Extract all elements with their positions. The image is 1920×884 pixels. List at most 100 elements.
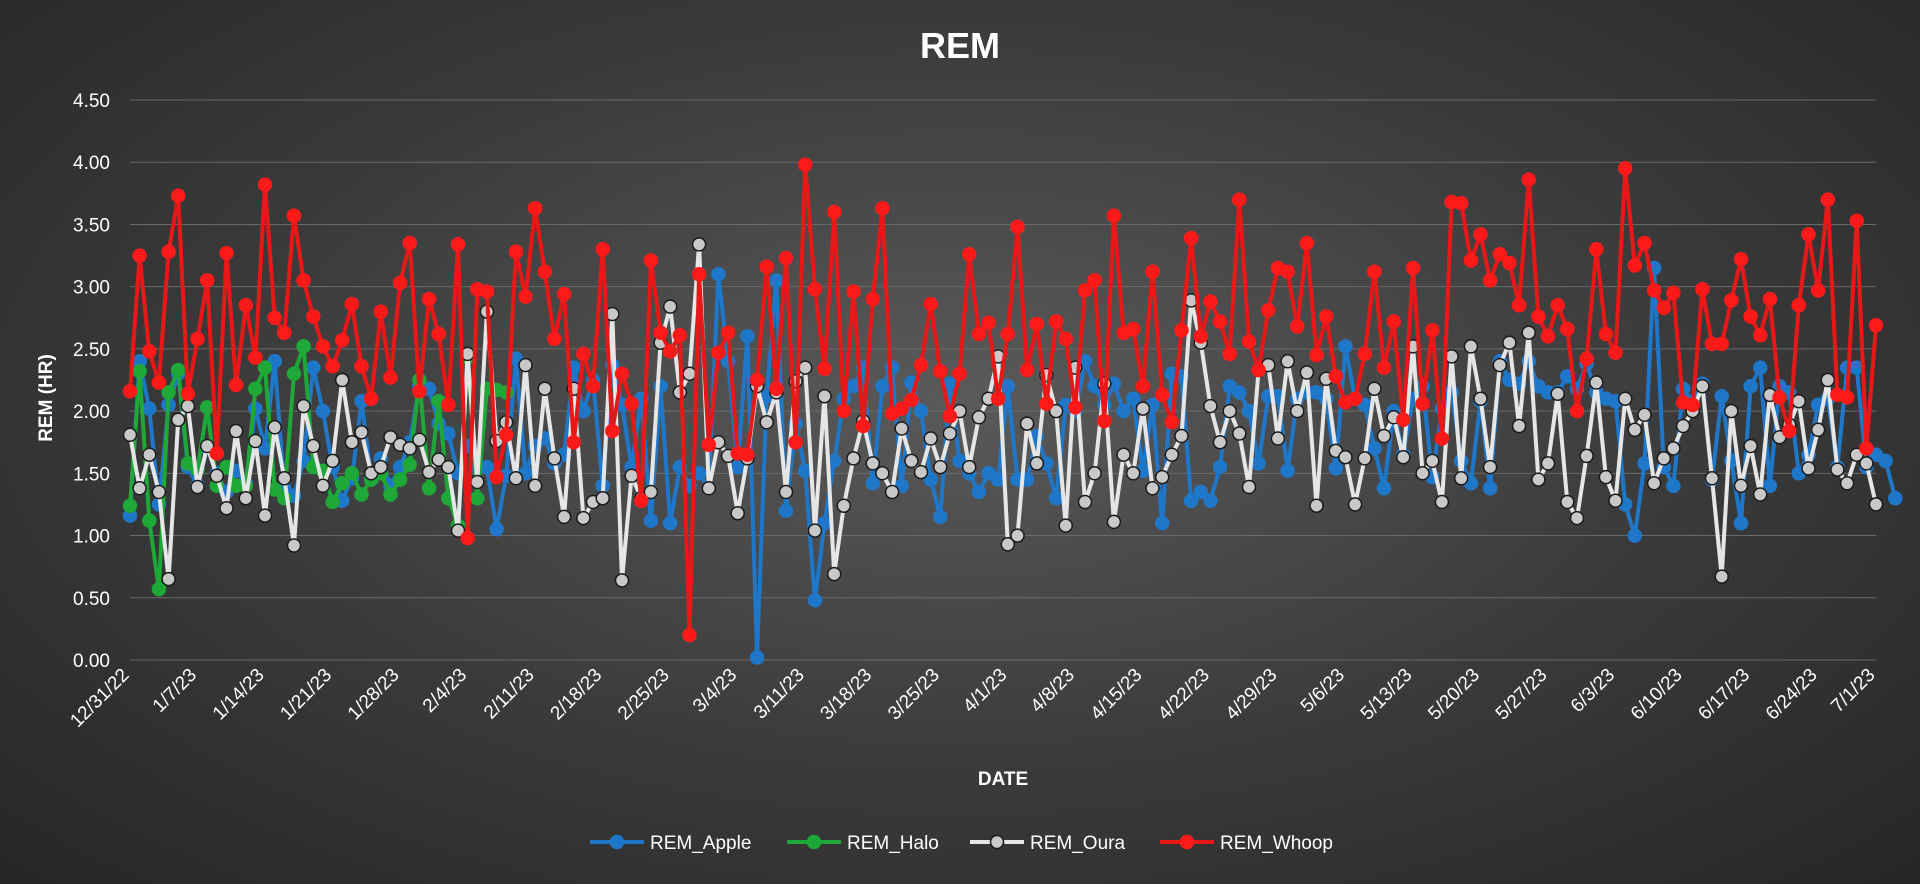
data-point (1695, 378, 1710, 394)
data-point (1801, 227, 1816, 242)
data-point (556, 286, 572, 302)
legend-label: REM_Halo (847, 833, 939, 854)
data-point (190, 479, 205, 495)
data-point (1000, 537, 1016, 552)
data-point (585, 378, 601, 394)
data-point (286, 366, 302, 382)
data-point (576, 510, 591, 526)
x-tick-label: 6/24/23 (1762, 665, 1822, 725)
data-point (132, 481, 147, 496)
data-point (1743, 438, 1758, 454)
data-point (180, 398, 196, 414)
data-point (334, 332, 350, 348)
data-point (1338, 449, 1353, 465)
data-point (161, 385, 176, 400)
data-point (826, 204, 842, 220)
data-point (373, 459, 389, 475)
data-point (402, 457, 417, 472)
data-point (1261, 303, 1276, 318)
data-point (161, 571, 176, 587)
data-point (1820, 372, 1836, 388)
data-point (286, 208, 302, 223)
data-point (151, 375, 167, 390)
data-point (1434, 494, 1450, 510)
data-point (1839, 476, 1855, 491)
data-point (1540, 456, 1556, 471)
x-tick-label: 6/10/23 (1627, 665, 1687, 725)
x-tick-label: 4/1/23 (959, 665, 1011, 717)
data-point (769, 273, 784, 288)
data-point (527, 478, 543, 494)
data-point (1511, 418, 1527, 434)
data-point (1560, 321, 1575, 337)
x-tick-label: 1/14/23 (209, 665, 269, 725)
data-point (431, 452, 446, 467)
data-point (1637, 407, 1652, 423)
data-point (441, 397, 456, 413)
data-point (306, 438, 321, 454)
x-tick-label: 3/4/23 (689, 665, 741, 717)
data-point (527, 201, 543, 216)
data-point (1328, 461, 1344, 476)
x-tick-label: 3/11/23 (750, 665, 809, 724)
legend-item: REM_Halo (787, 833, 939, 854)
data-point (1135, 401, 1151, 416)
data-point (1116, 447, 1131, 462)
data-point (1521, 325, 1536, 340)
data-point (1125, 321, 1141, 337)
data-point (1145, 481, 1160, 496)
data-point (875, 378, 890, 394)
data-point (1502, 335, 1517, 350)
data-point (1376, 481, 1392, 496)
legend-item: REM_Oura (970, 833, 1125, 854)
data-point (392, 472, 408, 487)
data-point (199, 273, 215, 288)
data-point (1164, 415, 1180, 430)
data-point (1425, 322, 1440, 338)
data-point (1125, 466, 1141, 481)
legend: REM_Apple REM_Halo REM_Oura REM_Whoop (590, 833, 1333, 854)
data-point (1617, 161, 1633, 176)
data-point (363, 391, 379, 406)
data-point (498, 385, 514, 400)
data-point (1463, 253, 1479, 268)
data-point (1347, 391, 1363, 406)
data-point (306, 309, 321, 324)
data-point (1646, 476, 1662, 491)
data-point (624, 468, 639, 484)
data-point (662, 515, 678, 531)
data-point (933, 509, 948, 525)
series-line (128, 162, 1878, 638)
data-point (122, 383, 138, 399)
y-tick-label: 2.50 (73, 340, 110, 361)
data-point (1019, 362, 1035, 378)
x-tick-label: 4/29/23 (1222, 665, 1282, 725)
data-point (489, 469, 504, 485)
x-tick-label: 5/6/23 (1297, 665, 1349, 717)
data-point (1212, 459, 1228, 475)
data-point (238, 298, 254, 313)
data-point (296, 398, 311, 414)
x-tick-label: 1/7/23 (149, 665, 201, 717)
data-point (730, 505, 745, 521)
data-point (498, 427, 514, 443)
data-point (1222, 346, 1237, 362)
data-point (402, 441, 417, 456)
x-tick-label: 7/1/23 (1827, 665, 1879, 717)
data-point (1299, 235, 1315, 251)
data-point (556, 509, 572, 525)
data-point (1010, 219, 1025, 235)
data-point (740, 447, 755, 462)
data-point (421, 291, 437, 307)
data-point (142, 401, 157, 416)
data-point (990, 391, 1006, 406)
data-point (1888, 490, 1903, 506)
data-point (691, 237, 707, 252)
data-point (122, 427, 138, 443)
data-point (1656, 300, 1672, 316)
data-point (1000, 326, 1016, 342)
data-point (1724, 403, 1739, 419)
data-point (1289, 403, 1305, 419)
data-point (518, 289, 533, 304)
data-point (1164, 447, 1180, 462)
